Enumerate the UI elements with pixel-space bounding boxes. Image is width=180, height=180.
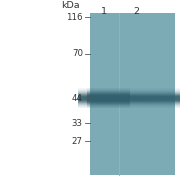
- Text: 116: 116: [66, 13, 83, 22]
- Text: 1: 1: [100, 7, 107, 16]
- Text: 70: 70: [72, 50, 83, 59]
- Text: 33: 33: [72, 119, 83, 128]
- Text: 2: 2: [133, 7, 139, 16]
- Text: kDa: kDa: [62, 1, 80, 10]
- Text: 44: 44: [72, 94, 83, 103]
- Text: 27: 27: [72, 137, 83, 146]
